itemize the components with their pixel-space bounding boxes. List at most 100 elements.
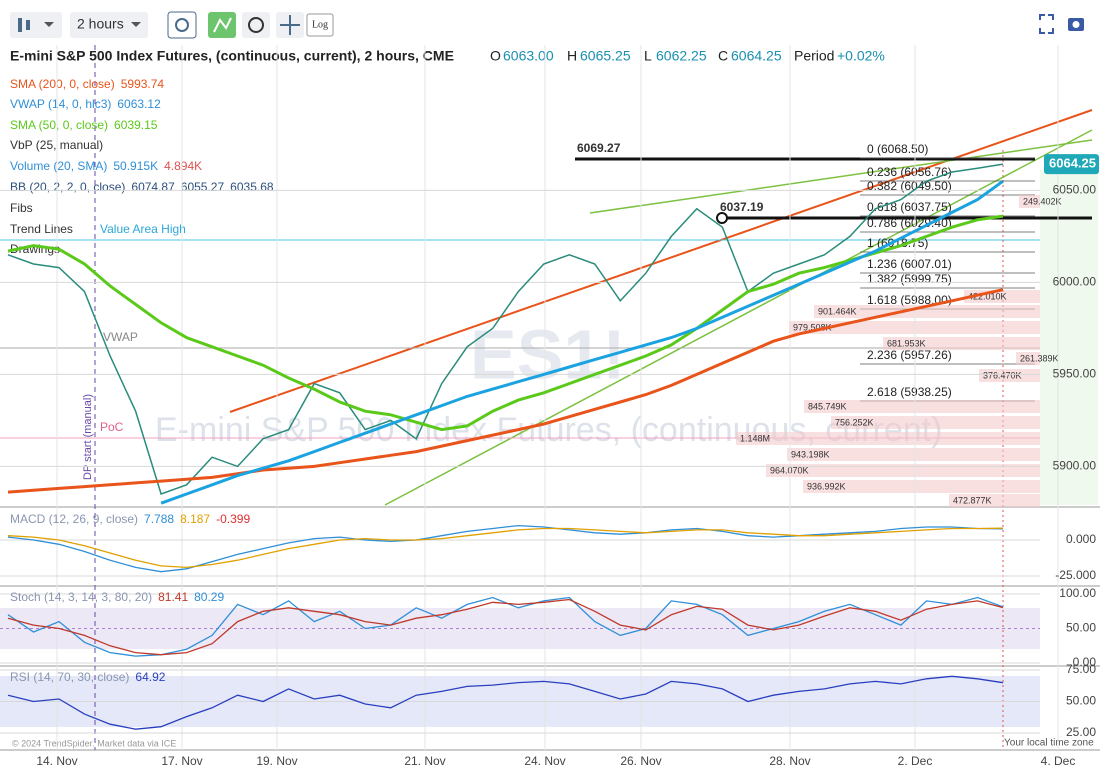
panel-value: -0.399 [216,512,250,526]
indicator-name: SMA (50, 0, close) [10,118,108,132]
ohlc-value: 6063.00 [503,48,554,64]
icon [280,15,300,35]
fib-label: 2.236 (5957.26) [867,348,952,362]
panel-title: Stoch (14, 3, 14, 3, 80, 20) [10,590,152,604]
volume-profile-area [1040,170,1098,505]
indicator-button[interactable] [208,12,236,38]
icon [175,18,189,32]
indicator-value: 5993.74 [121,77,165,91]
icon [18,18,22,32]
trend-line [384,129,1093,506]
date-label: 4. Dec [1041,754,1076,768]
fib-label: 1.618 (5988.00) [867,293,952,307]
date-label: 19. Nov [256,754,297,768]
watermark-symbol: ES1! [470,315,626,393]
icon [44,22,54,27]
level-label: 6069.27 [577,141,621,155]
volume-profile-label: 943.198K [791,449,830,459]
volume-profile-label: 756.252K [835,417,874,427]
fib-label: 0.236 (6056.76) [867,165,952,179]
indicator-value: 6074.87 [131,180,175,194]
volume-profile-bar [1019,195,1040,208]
interval-dropdown[interactable] [70,12,148,38]
y-tick-label: 6000.00 [1053,275,1097,289]
indicator-name: Fibs [10,201,33,215]
icon [1072,21,1080,28]
ohlc-value: +0.02% [837,48,885,64]
indicator-name: Trend Lines [10,222,73,236]
y-tick-label: -25.000 [1055,568,1096,582]
fib-label: 1.236 (6007.01) [867,257,952,271]
timezone-label: Your local time zone [1004,738,1094,749]
last-price-box [1044,154,1099,175]
dp-start-label: DP start (manual) [82,394,94,480]
indicator-name: VWAP (14, 0, hlc3) [10,97,111,111]
indicator-row: VWAP (14, 0, hlc3) 6063.12 [10,97,161,111]
indicator-row: BB (20, 2, 2, 0, close) 6074.87 6055.27 603… [10,180,274,194]
panel-title: MACD (12, 26, 9, close) [10,512,138,526]
volume-profile-bar [831,416,1040,429]
icon [26,20,30,30]
chart-type-button[interactable] [10,12,62,38]
log-button[interactable] [306,13,334,37]
toolbar [0,0,1100,46]
panel-legend: Stoch (14, 3, 14, 3, 80, 20) 81.41 80.29 [10,590,224,604]
date-label: 2. Dec [898,754,933,768]
settings-button[interactable] [167,11,197,39]
replay-button[interactable] [242,12,270,38]
panel-legend: RSI (14, 70, 30, close) 64.92 [10,670,166,684]
indicator-name: BB (20, 2, 2, 0, close) [10,180,125,194]
trend-line [589,139,1093,214]
date-label: 14. Nov [36,754,77,768]
volume-profile-label: 964.070K [770,465,809,475]
interval-text: 2 hours [77,16,124,32]
chart-title: E-mini S&P 500 Index Futures, (continuou… [10,48,454,64]
indicator-value: 6035.68 [230,180,274,194]
fib-label: 0.382 (6049.50) [867,179,952,193]
poc-label: PoC [100,420,124,434]
ohlc-value: 6062.25 [656,48,707,64]
fullscreen-button[interactable] [1039,14,1054,34]
panel-value: 64.92 [135,670,165,684]
price-line [7,163,1004,495]
volume-profile-bar [979,369,1040,382]
indicator-row: SMA (200, 0, close) 5993.74 [10,77,164,91]
volume-profile-bar [766,464,1040,477]
volume-profile-bar [1016,352,1040,365]
panel-title: RSI (14, 70, 30, close) [10,670,129,684]
volume-profile-bar [803,480,1040,493]
indicator-value: 50.915K [113,159,158,173]
y-tick-label: 6050.00 [1053,183,1097,197]
panel-value: 80.29 [194,590,224,604]
y-tick-label: 0.000 [1066,532,1096,546]
indicator-value: 6039.15 [114,118,158,132]
indicator-value: 6063.12 [117,97,161,111]
icon [213,17,232,33]
date-label: 24. Nov [524,754,565,768]
panel-value: 7.788 [144,512,174,526]
volume-profile-bar [804,400,1040,413]
ohlc-label: H [567,48,577,64]
fib-label: 2.618 (5938.25) [867,385,952,399]
oscillator-line [7,524,1004,573]
indicator-row: SMA (50, 0, close) 6039.15 [10,118,158,132]
y-tick-label: 0.00 [1073,655,1097,669]
fib-label: 1.382 (5999.75) [867,272,952,286]
oscillator-line [7,675,1004,730]
volume-profile-label: 376.470K [983,370,1022,380]
date-label: 21. Nov [404,754,445,768]
vwap-label: VWAP [103,330,138,344]
volume-profile-label: 261.389K [1020,353,1059,363]
ohlc-label: L [644,48,652,64]
volume-profile-bar [883,337,1040,350]
indicator-name: Drawings [10,242,60,256]
indicator-row: Drawings [10,242,60,256]
indicator-value: 6055.27 [181,180,225,194]
volume-profile-label: 1.148M [740,433,770,443]
oscillator-line [7,527,1004,569]
indicator-name: Volume (20, SMA) [10,159,107,173]
indicator-row: Trend Lines [10,222,73,236]
icon [248,17,264,33]
volume-profile-label: 472.877K [953,495,992,505]
